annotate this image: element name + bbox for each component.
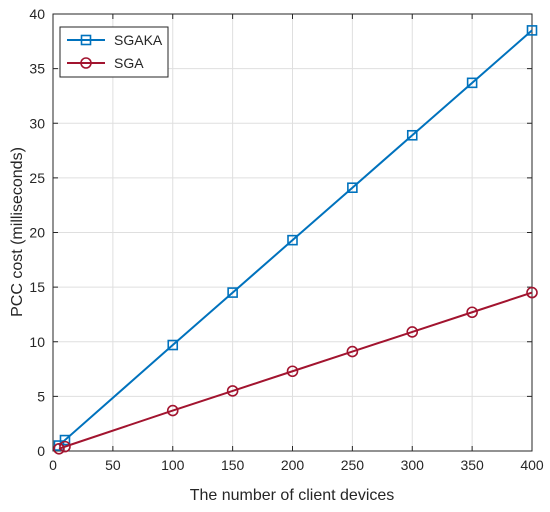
x-tick-label: 0 <box>49 457 57 473</box>
y-tick-label: 0 <box>37 443 45 459</box>
legend: SGAKA SGA <box>59 26 169 78</box>
series-line-sga <box>58 291 533 450</box>
legend-marker-sgaka <box>80 34 92 46</box>
data-point-sgaka <box>227 287 238 298</box>
y-tick-label: 10 <box>29 334 45 350</box>
data-point-sga <box>59 440 71 453</box>
data-point-sga <box>346 345 359 358</box>
data-point-sga <box>226 385 239 397</box>
series-layer <box>53 25 538 455</box>
y-tick-label: 15 <box>29 279 45 295</box>
x-tick-label: 200 <box>281 457 305 473</box>
series-sgaka <box>53 25 538 451</box>
data-point-sgaka <box>287 234 298 246</box>
data-point-sga <box>526 286 538 299</box>
legend-box <box>59 26 169 78</box>
legend-item-sgaka: SGAKA <box>67 32 163 48</box>
data-point-sgaka <box>526 25 538 36</box>
x-axis: 0 50 100 150 200 250 300 350 400 <box>49 14 544 473</box>
data-point-sgaka <box>406 129 418 141</box>
y-tick-label: 30 <box>29 115 45 131</box>
legend-item-sga: SGA <box>67 55 144 71</box>
y-tick-label: 35 <box>29 61 45 77</box>
x-tick-label: 100 <box>161 457 185 473</box>
y-tick-label: 40 <box>29 6 45 22</box>
x-tick-label: 300 <box>401 457 425 473</box>
legend-label-sga: SGA <box>114 55 144 71</box>
y-tick-label: 20 <box>29 225 45 241</box>
data-point-sga <box>466 306 478 319</box>
y-tick-label: 25 <box>29 170 45 186</box>
x-tick-label: 250 <box>341 457 365 473</box>
data-point-sga <box>286 365 299 378</box>
x-tick-label: 400 <box>520 457 544 473</box>
data-point-sga <box>406 326 419 338</box>
series-line-sgaka <box>58 29 533 447</box>
y-axis: 0 5 10 15 20 25 30 35 40 <box>29 6 532 459</box>
data-point-sgaka <box>59 434 71 446</box>
x-tick-label: 150 <box>221 457 245 473</box>
data-point-sgaka <box>167 339 179 351</box>
x-tick-label: 350 <box>460 457 484 473</box>
legend-marker-sga <box>80 57 92 69</box>
x-axis-title: The number of client devices <box>190 487 395 504</box>
data-point-sgaka <box>347 182 358 194</box>
data-point-sga <box>166 404 179 417</box>
y-tick-label: 5 <box>37 388 45 404</box>
data-point-sgaka <box>466 77 478 89</box>
x-tick-label: 50 <box>105 457 121 473</box>
data-point-sga <box>53 443 65 455</box>
legend-label-sgaka: SGAKA <box>114 32 163 48</box>
series-sga <box>53 286 538 455</box>
y-axis-title: PCC cost (milliseconds) <box>9 147 26 317</box>
